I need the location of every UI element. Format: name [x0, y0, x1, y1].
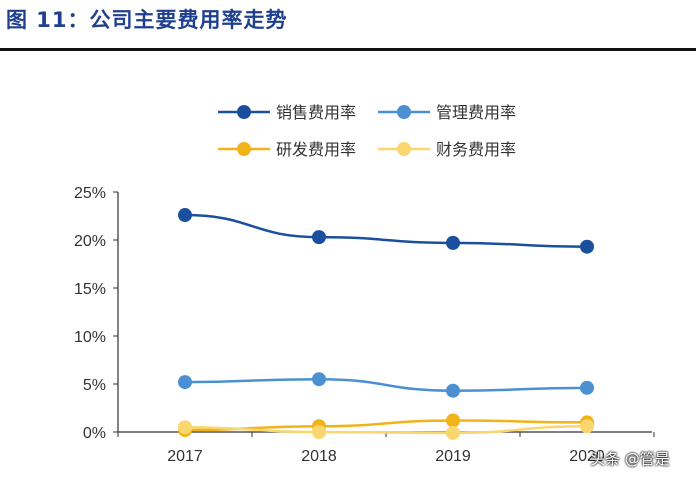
- data-point: [580, 419, 594, 434]
- legend-item: 销售费用率: [218, 103, 356, 122]
- figure-title: 图 11：公司主要费用率走势: [6, 8, 288, 32]
- y-tick-label: 20%: [74, 233, 106, 250]
- legend-item: 研发费用率: [218, 140, 356, 159]
- data-point: [446, 425, 460, 440]
- legend-label: 销售费用率: [276, 103, 356, 122]
- series-line: [184, 419, 588, 432]
- series-2: [178, 372, 594, 398]
- y-tick-label: 25%: [74, 185, 106, 202]
- legend-marker: [237, 105, 251, 119]
- y-tick-label: 5%: [83, 377, 106, 394]
- legend-item: 管理费用率: [378, 103, 516, 122]
- series-4: [178, 419, 594, 440]
- legend-label: 研发费用率: [276, 140, 356, 159]
- data-point: [312, 230, 326, 245]
- x-tick-label: 2018: [301, 448, 337, 465]
- legend-marker: [397, 142, 411, 156]
- legend-item: 财务费用率: [378, 140, 516, 159]
- chart-axes: 0% 5% 10% 15% 20% 25% 2017 2018 2019 2020: [74, 185, 655, 465]
- data-point: [446, 383, 460, 398]
- y-tick-label: 10%: [74, 329, 106, 346]
- data-point: [178, 375, 192, 390]
- legend-label: 财务费用率: [436, 140, 516, 159]
- x-tick-label: 2019: [435, 448, 471, 465]
- data-point: [178, 208, 192, 223]
- x-tick-label: 2020: [569, 448, 605, 465]
- y-tick-label: 0%: [83, 425, 106, 442]
- legend-marker: [237, 142, 251, 156]
- series-line: [184, 377, 588, 392]
- data-point: [178, 420, 192, 435]
- series-line: [184, 213, 588, 248]
- data-point: [580, 380, 594, 395]
- legend-marker: [397, 105, 411, 119]
- watermark: 头条 @管是: [590, 450, 670, 468]
- data-point: [580, 239, 594, 254]
- data-point: [312, 372, 326, 387]
- data-point: [446, 235, 460, 250]
- title-divider: [0, 48, 696, 51]
- series-1: [178, 208, 594, 254]
- series-line: [184, 424, 588, 435]
- data-point: [446, 413, 460, 428]
- y-tick-label: 15%: [74, 281, 106, 298]
- data-point: [312, 425, 326, 439]
- legend-label: 管理费用率: [436, 103, 516, 122]
- chart-series: [178, 208, 594, 440]
- x-tick-label: 2017: [167, 448, 203, 465]
